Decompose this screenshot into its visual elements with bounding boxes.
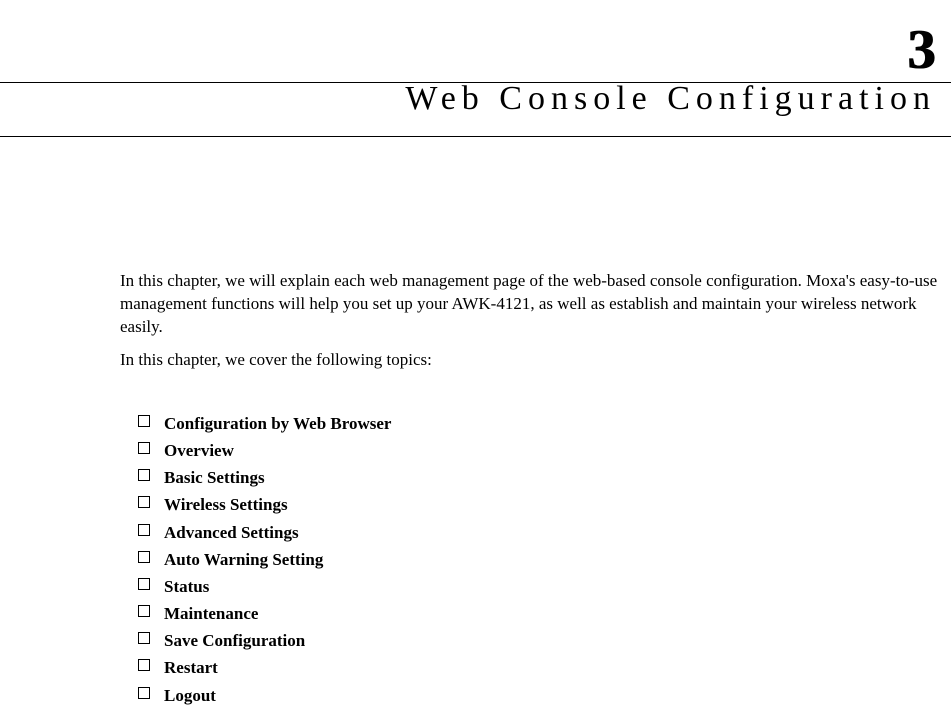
chapter-number: 3 xyxy=(907,18,936,82)
square-bullet-icon xyxy=(138,415,150,427)
topic-label: Maintenance xyxy=(164,600,258,627)
list-item: Basic Settings xyxy=(138,464,939,491)
square-bullet-icon xyxy=(138,659,150,671)
list-item: Configuration by Web Browser xyxy=(138,410,939,437)
list-item: Auto Warning Setting xyxy=(138,546,939,573)
topic-label: Status xyxy=(164,573,209,600)
topic-label: Configuration by Web Browser xyxy=(164,410,391,437)
topic-label: Restart xyxy=(164,654,218,681)
square-bullet-icon xyxy=(138,496,150,508)
square-bullet-icon xyxy=(138,578,150,590)
square-bullet-icon xyxy=(138,687,150,699)
list-item: Restart xyxy=(138,654,939,681)
topic-label: Advanced Settings xyxy=(164,519,299,546)
square-bullet-icon xyxy=(138,632,150,644)
square-bullet-icon xyxy=(138,551,150,563)
square-bullet-icon xyxy=(138,605,150,617)
rule-bottom xyxy=(0,136,951,137)
topic-label: Wireless Settings xyxy=(164,491,288,518)
intro-paragraph-1: In this chapter, we will explain each we… xyxy=(120,270,939,339)
topic-label: Auto Warning Setting xyxy=(164,546,323,573)
list-item: Logout xyxy=(138,682,939,709)
list-item: Advanced Settings xyxy=(138,519,939,546)
list-item: Wireless Settings xyxy=(138,491,939,518)
list-item: Save Configuration xyxy=(138,627,939,654)
chapter-title: Web Console Configuration xyxy=(405,80,936,118)
list-item: Status xyxy=(138,573,939,600)
topic-label: Basic Settings xyxy=(164,464,265,491)
topic-label: Logout xyxy=(164,682,216,709)
square-bullet-icon xyxy=(138,524,150,536)
topic-label: Save Configuration xyxy=(164,627,305,654)
list-item: Maintenance xyxy=(138,600,939,627)
topics-list: Configuration by Web Browser Overview Ba… xyxy=(120,410,939,709)
square-bullet-icon xyxy=(138,469,150,481)
list-item: Overview xyxy=(138,437,939,464)
square-bullet-icon xyxy=(138,442,150,454)
body-content: In this chapter, we will explain each we… xyxy=(120,270,939,709)
intro-paragraph-2: In this chapter, we cover the following … xyxy=(120,349,939,372)
topic-label: Overview xyxy=(164,437,234,464)
